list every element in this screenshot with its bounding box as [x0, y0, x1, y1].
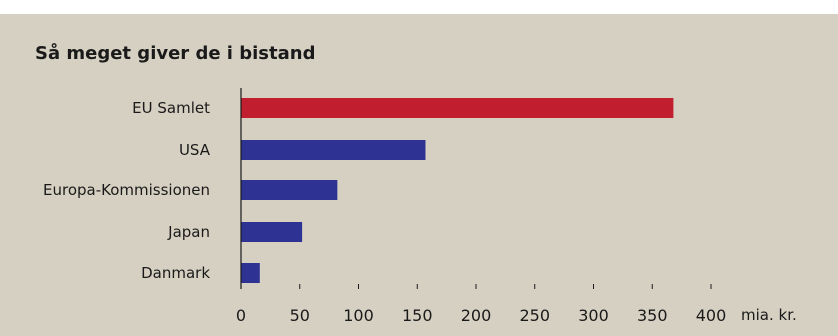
chart-panel — [0, 14, 838, 336]
x-tick-label: 400 — [696, 306, 727, 325]
x-tick-label: 50 — [290, 306, 310, 325]
category-label: Japan — [167, 223, 210, 241]
x-tick-label: 100 — [343, 306, 374, 325]
category-label: USA — [179, 141, 211, 159]
x-tick-label: 350 — [637, 306, 668, 325]
bar-danmark — [241, 263, 260, 283]
x-tick-label: 150 — [402, 306, 433, 325]
x-tick-label: 200 — [461, 306, 492, 325]
bar-eu-samlet — [241, 98, 674, 118]
x-tick-label: 0 — [236, 306, 246, 325]
bar-europa-kommissionen — [241, 180, 338, 200]
x-unit-label: mia. kr. — [741, 306, 797, 324]
x-tick-label: 250 — [519, 306, 550, 325]
chart-title: Så meget giver de i bistand — [35, 43, 316, 64]
x-tick-label: 300 — [578, 306, 609, 325]
category-label: Danmark — [141, 264, 210, 282]
category-label: Europa-Kommissionen — [43, 181, 210, 199]
bar-japan — [241, 222, 303, 242]
bar-usa — [241, 140, 426, 160]
category-label: EU Samlet — [132, 99, 210, 117]
